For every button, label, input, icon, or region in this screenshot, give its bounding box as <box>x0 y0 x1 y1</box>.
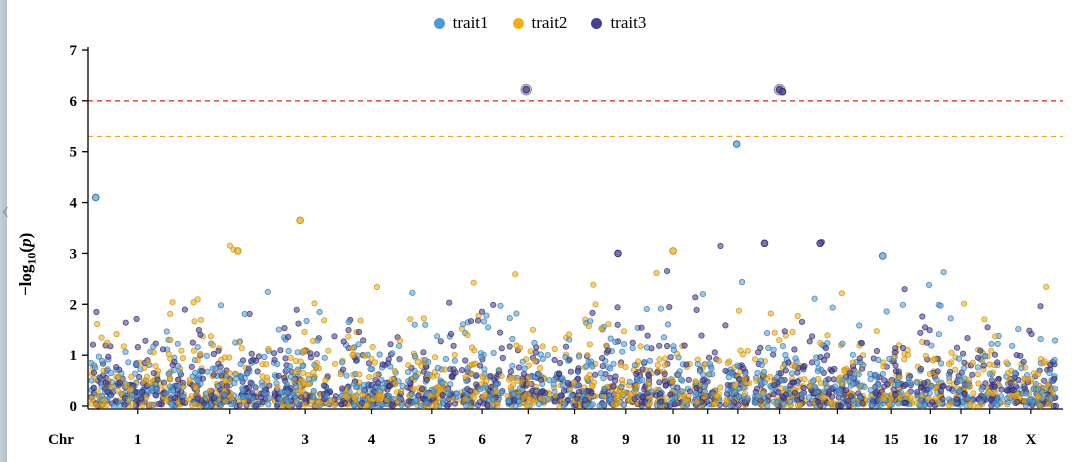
top-hit-point-chr3 <box>296 216 304 225</box>
x-axis-title: Chr <box>48 432 74 448</box>
left-scroll-strip <box>0 0 7 462</box>
top-hit-point-chr13 <box>778 87 787 96</box>
top-hit-point-chr2 <box>234 247 242 255</box>
chromosome-label: 3 <box>301 432 309 448</box>
chromosome-label: 6 <box>478 432 486 448</box>
y-tick-label: 4 <box>70 196 78 212</box>
top-hit-point-chr9 <box>614 249 622 258</box>
threshold-lines <box>88 100 1063 138</box>
legend-item-trait3: trait3 <box>591 13 646 33</box>
legend-label: trait3 <box>610 13 647 32</box>
top-hit-point-chr12 <box>732 140 741 148</box>
chromosome-label: 12 <box>730 432 745 448</box>
top-hit-point-chr14 <box>816 239 824 248</box>
legend-item-trait1: trait1 <box>433 13 489 33</box>
collapse-chevron-icon[interactable]: ‹ <box>1 195 10 224</box>
top-hit-point-chr15 <box>878 252 887 260</box>
chromosome-label: 8 <box>571 432 579 448</box>
y-tick-label: 3 <box>70 246 78 262</box>
legend: trait1 trait2 trait3 <box>0 13 1080 33</box>
legend-item-trait2: trait2 <box>512 13 568 33</box>
top-hits-layer <box>91 83 887 260</box>
legend-label: trait1 <box>452 13 489 32</box>
legend-dot-icon <box>591 17 603 29</box>
y-tick-label: 6 <box>70 94 78 110</box>
chromosome-label: 4 <box>368 432 376 448</box>
top-hit-point-chr13 <box>760 239 769 248</box>
chromosome-label: 15 <box>884 432 899 448</box>
legend-dot-icon <box>433 17 445 29</box>
chromosome-label: 1 <box>134 432 142 448</box>
y-tick-label: 1 <box>70 348 78 364</box>
y-tick-label: 5 <box>70 145 78 161</box>
chromosome-label: 18 <box>982 432 997 448</box>
chromosome-label: X <box>1025 432 1036 448</box>
chromosome-label: 17 <box>954 432 970 448</box>
legend-label: trait2 <box>531 13 568 32</box>
chromosome-label: 14 <box>830 432 846 448</box>
points-layer <box>87 239 1060 410</box>
chromosome-label: 16 <box>923 432 939 448</box>
y-tick-label: 2 <box>70 297 78 313</box>
y-tick-label: 0 <box>70 399 78 415</box>
top-hit-point-chr1 <box>91 193 100 202</box>
legend-dot-icon <box>512 17 524 29</box>
chromosome-label: 9 <box>622 432 630 448</box>
y-tick-label: 7 <box>70 43 78 59</box>
chromosome-label: 10 <box>666 432 681 448</box>
chromosome-label: 7 <box>525 432 533 448</box>
chromosome-label: 2 <box>226 432 234 448</box>
top-hit-point-chr7 <box>522 85 531 94</box>
top-hit-point-chr10 <box>669 247 677 255</box>
chromosome-label: 13 <box>772 432 787 448</box>
chromosome-label: 5 <box>428 432 436 448</box>
chromosome-label: 11 <box>701 432 715 448</box>
